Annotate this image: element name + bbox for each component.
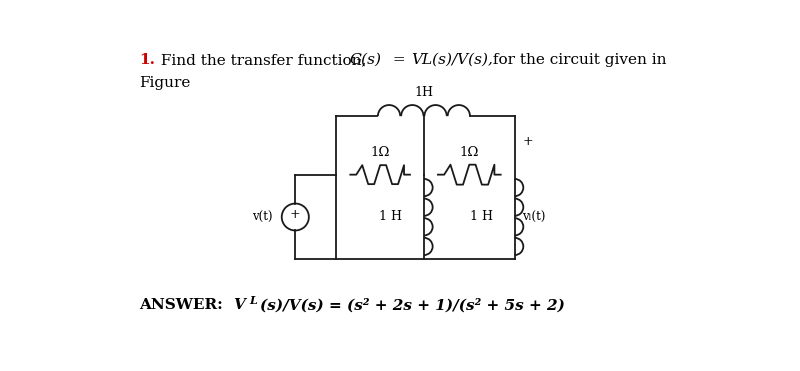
- Text: 1Ω: 1Ω: [459, 146, 479, 159]
- Text: +: +: [290, 208, 301, 221]
- Text: =: =: [388, 53, 411, 67]
- Text: 1.: 1.: [138, 53, 154, 67]
- Text: ANSWER:: ANSWER:: [138, 298, 222, 312]
- Text: L: L: [249, 295, 257, 306]
- Text: VL(s)/V(s),: VL(s)/V(s),: [411, 53, 494, 67]
- Text: vₗ(t): vₗ(t): [522, 210, 546, 223]
- Text: v(t): v(t): [252, 210, 273, 223]
- Text: Find the transfer function,: Find the transfer function,: [156, 53, 371, 67]
- Text: Figure: Figure: [138, 76, 190, 90]
- Text: 1 H: 1 H: [379, 210, 402, 223]
- Text: V: V: [234, 298, 245, 312]
- Text: 1Ω: 1Ω: [370, 146, 390, 159]
- Text: +: +: [522, 135, 533, 148]
- Text: 1 H: 1 H: [470, 210, 493, 223]
- Text: 1H: 1H: [414, 86, 434, 99]
- Text: for the circuit given in: for the circuit given in: [487, 53, 666, 67]
- Text: G(s): G(s): [350, 53, 382, 67]
- Text: (s)/V(s) = (s² + 2s + 1)/(s² + 5s + 2): (s)/V(s) = (s² + 2s + 1)/(s² + 5s + 2): [261, 298, 566, 312]
